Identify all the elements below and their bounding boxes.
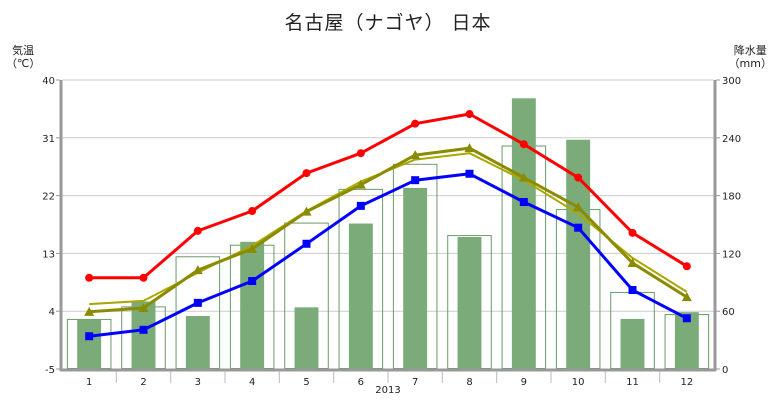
month-label: 6 <box>358 377 364 388</box>
square-marker-icon <box>465 169 474 178</box>
month-label: 4 <box>249 377 255 388</box>
month-label: 5 <box>303 377 309 388</box>
month-label: 10 <box>572 377 585 388</box>
month-label: 11 <box>626 377 639 388</box>
precip-bar <box>620 318 645 369</box>
right-axis-title-unit: （mm） <box>728 57 772 70</box>
triangle-marker-icon <box>355 179 366 189</box>
right-axis-title-label: 降水量 <box>733 44 767 57</box>
circle-marker-icon <box>628 228 637 237</box>
circle-marker-icon <box>519 140 528 149</box>
triangle-marker-icon <box>410 150 421 160</box>
left-tick-label: 40 <box>42 76 55 87</box>
triangle-marker-icon <box>681 292 692 302</box>
precip-bar <box>131 301 156 369</box>
precip-bar <box>674 312 699 369</box>
month-label: 3 <box>195 377 201 388</box>
circle-marker-icon <box>193 226 202 235</box>
circle-marker-icon <box>465 110 474 119</box>
circle-marker-icon <box>411 119 420 128</box>
right-tick-label: 60 <box>722 307 735 318</box>
left-tick-label: 4 <box>49 307 55 318</box>
precip-bar <box>240 241 265 369</box>
x-axis-title: 2013 <box>375 385 400 396</box>
circle-marker-icon <box>139 273 148 282</box>
temperature-lines <box>84 110 692 341</box>
month-label: 12 <box>680 377 693 388</box>
month-label: 1 <box>86 377 92 388</box>
axes <box>56 79 720 383</box>
series-line <box>89 112 688 280</box>
left-axis-title-label: 気温 <box>12 44 35 57</box>
month-label: 9 <box>521 377 527 388</box>
square-marker-icon <box>139 325 148 334</box>
left-axis-title: 気温 （℃） <box>6 44 40 70</box>
square-marker-icon <box>248 277 257 286</box>
month-label: 2 <box>140 377 146 388</box>
triangle-marker-icon <box>301 206 312 216</box>
square-marker-icon <box>356 201 365 210</box>
precip-bar <box>566 139 591 369</box>
precip-bar <box>457 237 482 369</box>
triangle-marker-icon <box>138 302 149 312</box>
triangle-marker-icon <box>84 306 95 316</box>
circle-marker-icon <box>85 273 94 282</box>
month-label: 8 <box>466 377 472 388</box>
square-marker-icon <box>85 332 94 341</box>
series-line <box>89 146 688 314</box>
precip-bar <box>185 316 210 369</box>
left-axis-title-unit: （℃） <box>6 57 41 70</box>
square-marker-icon <box>411 176 420 185</box>
triangle-marker-icon <box>247 243 258 253</box>
series-line <box>89 172 688 338</box>
precip-normal-bars <box>66 145 710 370</box>
precip-bar <box>511 98 536 369</box>
square-marker-icon <box>519 198 528 207</box>
circle-marker-icon <box>356 149 365 158</box>
precip-bars <box>77 98 699 369</box>
left-tick-label: 31 <box>42 134 55 145</box>
left-tick-label: -5 <box>45 365 55 376</box>
square-marker-icon <box>302 239 311 248</box>
left-tick-label: 22 <box>42 192 55 203</box>
square-marker-icon <box>574 223 583 232</box>
right-tick-label: 0 <box>722 365 728 376</box>
circle-marker-icon <box>248 207 257 216</box>
circle-marker-icon <box>302 169 311 178</box>
triangle-marker-icon <box>627 258 638 268</box>
precip-bar <box>294 307 319 369</box>
precip-bar <box>403 187 428 369</box>
left-tick-label: 13 <box>42 249 55 260</box>
triangle-marker-icon <box>518 172 529 182</box>
triangle-marker-icon <box>192 265 203 275</box>
triangle-marker-icon <box>464 143 475 153</box>
month-label: 7 <box>412 377 418 388</box>
triangle-marker-icon <box>573 202 584 212</box>
right-tick-label: 120 <box>722 249 741 260</box>
right-tick-label: 240 <box>722 134 741 145</box>
circle-marker-icon <box>574 173 583 182</box>
circle-marker-icon <box>682 262 691 271</box>
precip-bar <box>77 319 102 369</box>
chart-title: 名古屋（ナゴヤ） 日本 <box>284 12 492 34</box>
square-marker-icon <box>628 286 637 295</box>
gridlines <box>62 79 714 312</box>
square-marker-icon <box>193 298 202 307</box>
precip-bar <box>348 223 373 369</box>
square-marker-icon <box>682 314 691 323</box>
right-tick-label: 180 <box>722 192 741 203</box>
right-tick-label: 300 <box>722 76 741 87</box>
right-axis-title: 降水量 （mm） <box>729 44 772 70</box>
